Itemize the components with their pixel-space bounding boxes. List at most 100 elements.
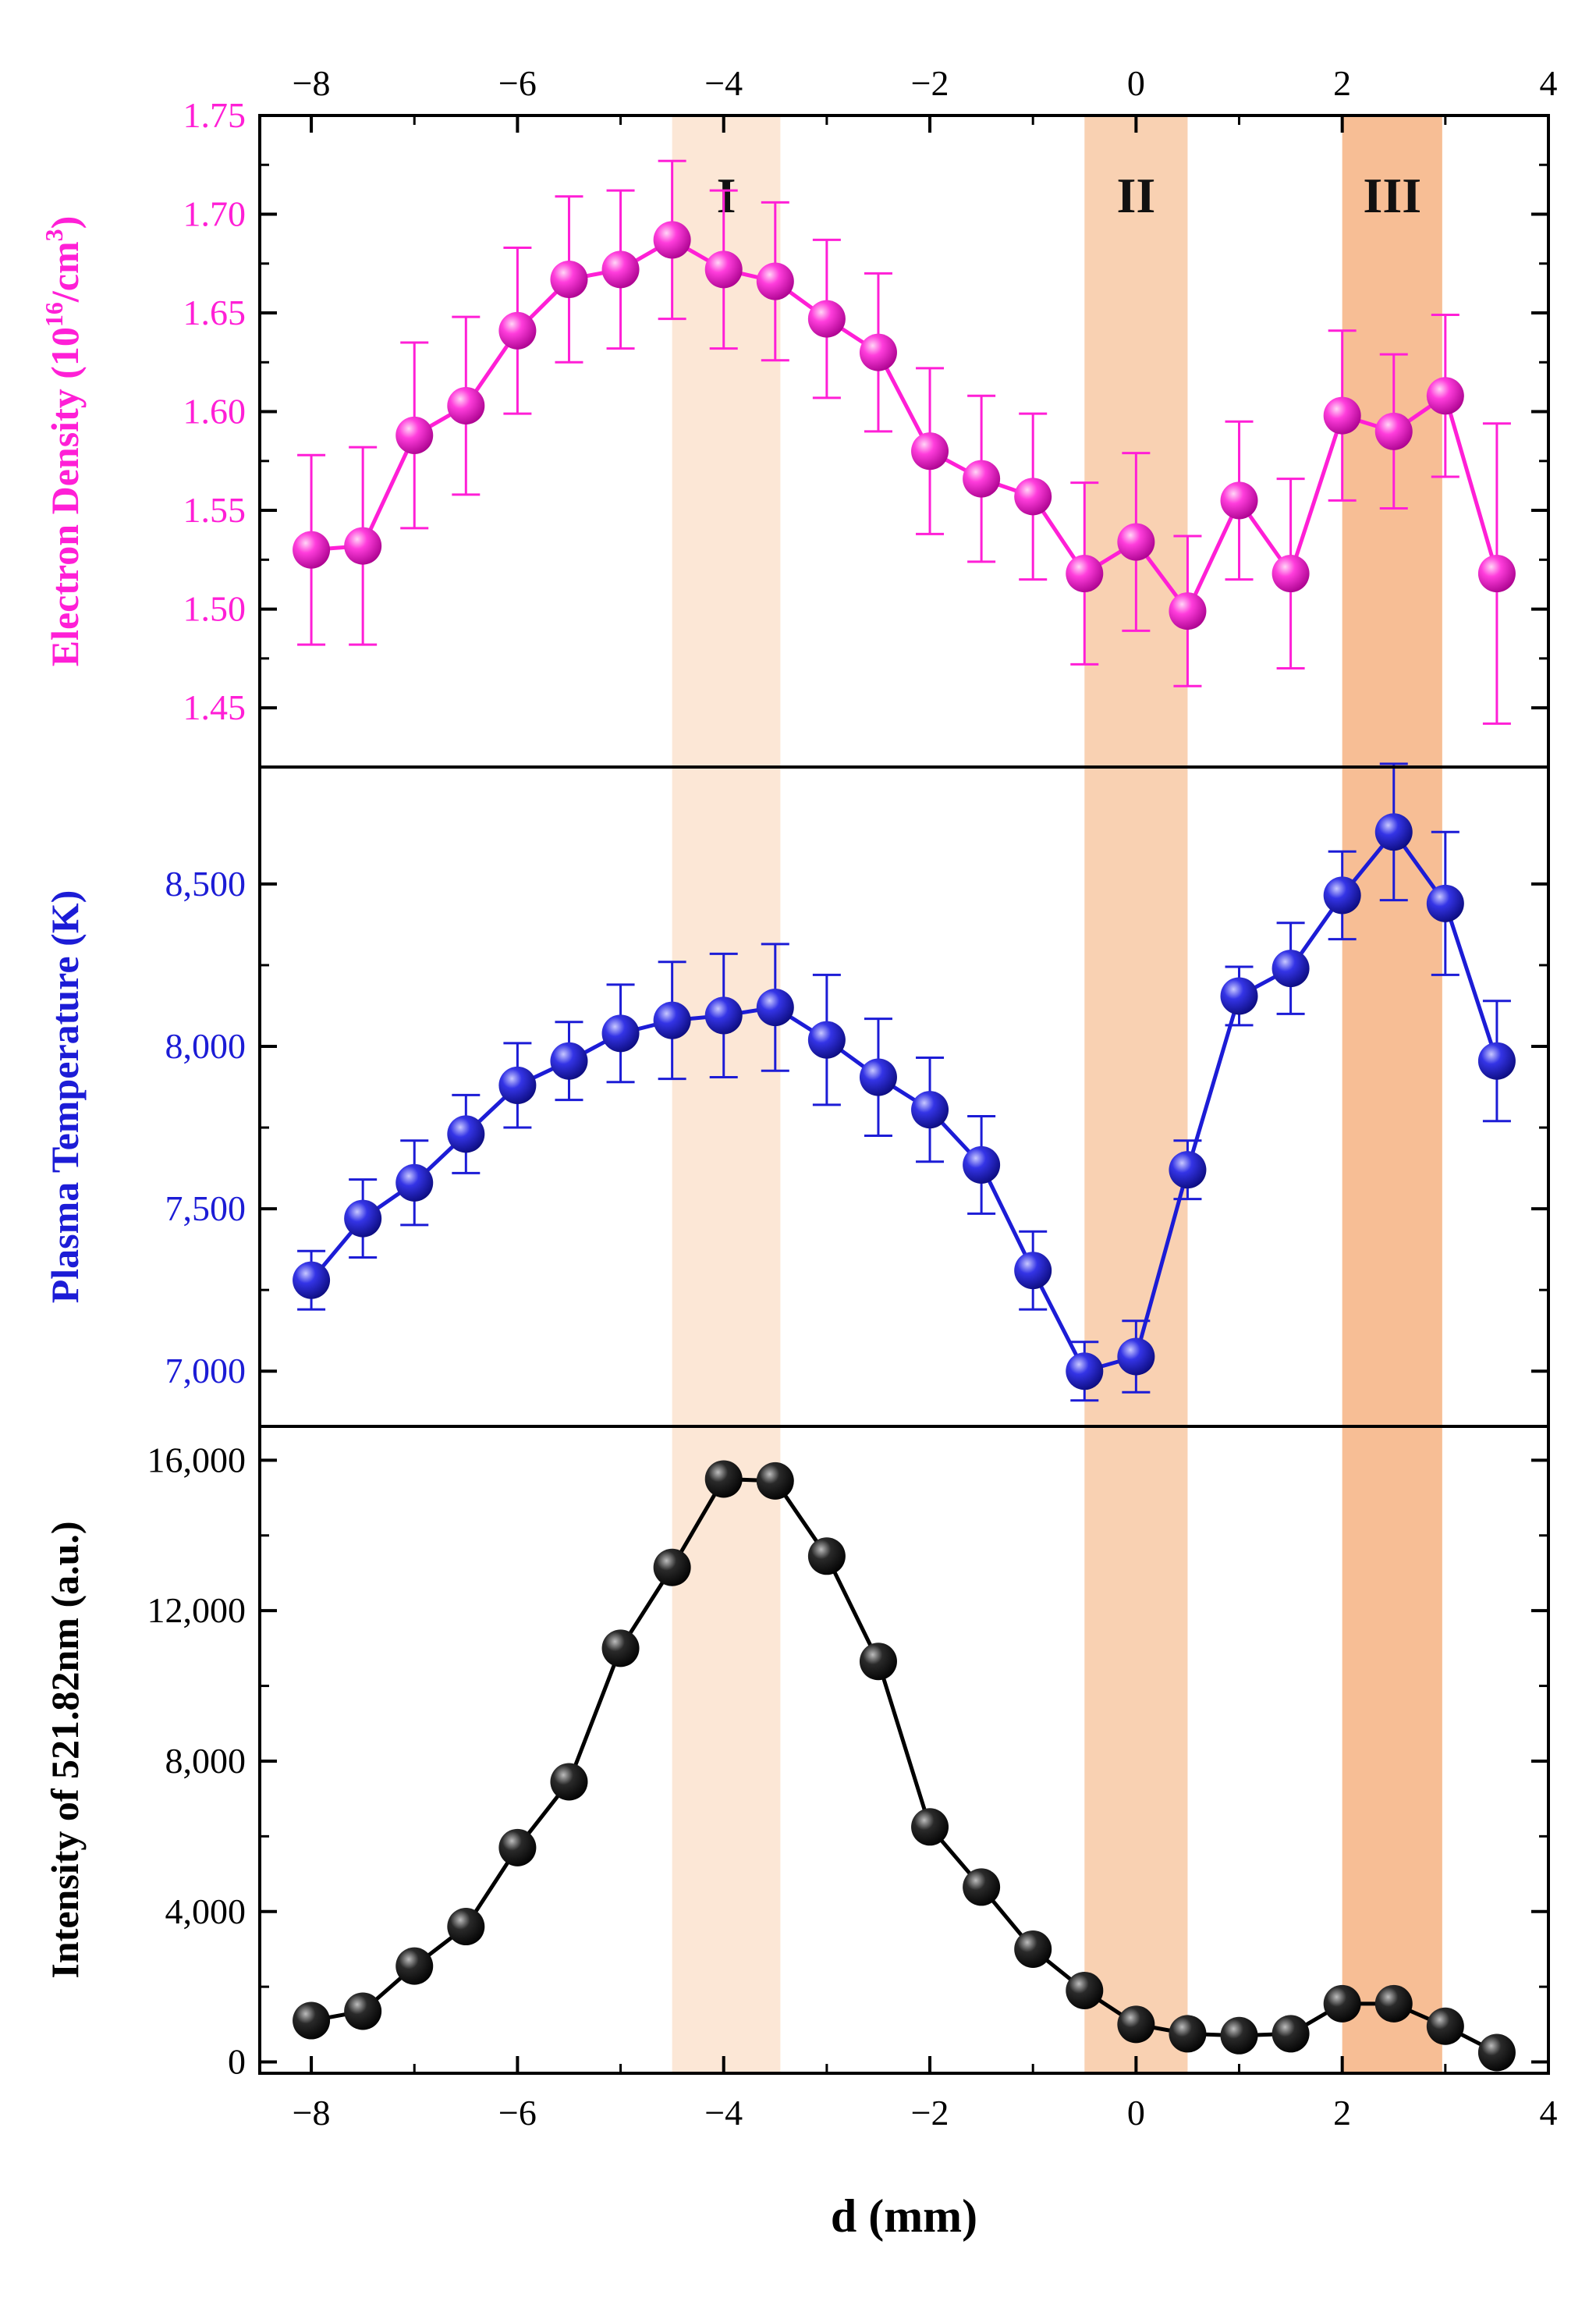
data-point <box>756 262 794 300</box>
data-point <box>498 311 537 350</box>
data-point <box>395 1947 434 1985</box>
x-tick-label-top: 0 <box>1127 63 1145 103</box>
data-point <box>1374 412 1413 450</box>
data-point <box>293 1261 331 1299</box>
x-axis-ticks: −8 −8 −6 −6 −4 −4 −2 −2 0 0 2 2 4 4 <box>293 63 1558 2133</box>
series-line <box>310 829 1499 1374</box>
data-point <box>344 1199 382 1238</box>
data-point <box>807 300 846 338</box>
data-point <box>1014 1252 1052 1290</box>
data-point <box>1066 555 1104 593</box>
x-tick-label-bottom: −8 <box>293 2093 331 2133</box>
data-point <box>395 1163 434 1202</box>
data-point <box>1220 481 1258 520</box>
plasma-temperature-panel: 7,000 7,500 8,000 8,500 <box>165 762 1548 1402</box>
x-tick-label-bottom: 2 <box>1333 2093 1351 2133</box>
intensity-panel: 0 4,000 8,000 12,000 16,000 <box>147 1440 1548 2082</box>
data-point <box>601 1014 640 1053</box>
data-point <box>395 416 434 454</box>
data-point <box>1477 555 1516 593</box>
data-point <box>963 1145 1001 1184</box>
data-point <box>1374 813 1413 851</box>
region-band-II <box>1084 115 1188 2073</box>
region-label-I: I <box>717 168 736 223</box>
data-point <box>1323 396 1361 435</box>
data-point <box>653 1548 691 1586</box>
x-tick-label-bottom: −4 <box>704 2093 743 2133</box>
data-point <box>859 1643 897 1681</box>
data-point <box>911 1808 949 1846</box>
data-point <box>1323 876 1361 915</box>
x-tick-label-bottom: −2 <box>911 2093 949 2133</box>
data-point <box>601 1629 640 1667</box>
x-tick-label-top: −2 <box>911 63 949 103</box>
data-point <box>1117 2005 1155 2044</box>
region-band-I <box>672 115 781 2073</box>
data-point <box>1169 2015 1207 2053</box>
data-point <box>1066 1971 1104 2009</box>
data-point <box>807 1537 846 1575</box>
x-tick-label-bottom: 0 <box>1127 2093 1145 2133</box>
data-point <box>1117 523 1155 561</box>
y-tick-label: 1.75 <box>183 95 246 135</box>
data-point <box>344 1992 382 2030</box>
x-tick-label-top: −8 <box>293 63 331 103</box>
data-point <box>1426 884 1464 922</box>
data-point <box>1271 2015 1310 2053</box>
x-tick-label-top: −4 <box>704 63 743 103</box>
data-point <box>344 527 382 565</box>
data-point <box>1426 2007 1464 2045</box>
region-label-III: III <box>1363 168 1421 223</box>
y-tick-label: 1.70 <box>183 194 246 234</box>
y-tick-label: 1.65 <box>183 293 246 332</box>
axis-labels: Electron Density (1016/cm3) Plasma Tempe… <box>40 216 977 2242</box>
x-axis-label: d (mm) <box>831 2190 977 2242</box>
data-point <box>756 1461 794 1500</box>
data-point <box>447 1115 485 1153</box>
x-tick-label-top: 4 <box>1540 63 1558 103</box>
y-tick-label: 0 <box>228 2042 246 2082</box>
y-tick-label: 7,000 <box>165 1351 246 1390</box>
data-point <box>498 1828 537 1866</box>
data-point <box>1014 1930 1052 1968</box>
data-point <box>1220 2016 1258 2055</box>
y-tick-label: 1.60 <box>183 392 246 432</box>
y-tick-label: 4,000 <box>165 1891 246 1931</box>
data-point <box>911 1091 949 1129</box>
data-point <box>807 1021 846 1059</box>
data-point <box>1066 1352 1104 1390</box>
y-axis-label-intensity: Intensity of 521.82nm (a.u.) <box>43 1521 87 1978</box>
data-point <box>1014 478 1052 516</box>
data-point <box>1477 2033 1516 2072</box>
data-point <box>704 996 743 1035</box>
data-point <box>859 1058 897 1096</box>
data-point <box>601 250 640 289</box>
data-point <box>447 1908 485 1946</box>
y-axis-label-electron-density: Electron Density (1016/cm3) <box>40 216 87 667</box>
series-line <box>310 237 1499 615</box>
data-point <box>293 2001 331 2040</box>
data-point <box>1477 1042 1516 1080</box>
data-point <box>1117 1337 1155 1376</box>
data-point <box>1271 950 1310 988</box>
axes-frames <box>258 114 1550 2075</box>
x-tick-label-bottom: −6 <box>498 2093 537 2133</box>
data-point <box>447 386 485 424</box>
data-point <box>293 531 331 569</box>
data-point <box>1220 977 1258 1015</box>
y-tick-label: 8,500 <box>165 864 246 904</box>
data-point <box>963 460 1001 498</box>
data-point <box>1169 592 1207 630</box>
y-tick-label: 7,500 <box>165 1188 246 1228</box>
y-tick-label: 8,000 <box>165 1026 246 1066</box>
data-point <box>704 1460 743 1498</box>
panel-frame <box>258 1425 1550 2075</box>
y-tick-label: 12,000 <box>147 1590 246 1630</box>
electron-density-panel: 1.45 1.50 1.55 1.60 1.65 1.70 1.75 <box>183 95 1548 727</box>
data-point <box>756 989 794 1027</box>
data-point <box>653 221 691 259</box>
data-point <box>911 432 949 471</box>
y-tick-label: 1.50 <box>183 589 246 629</box>
data-point <box>704 250 743 289</box>
